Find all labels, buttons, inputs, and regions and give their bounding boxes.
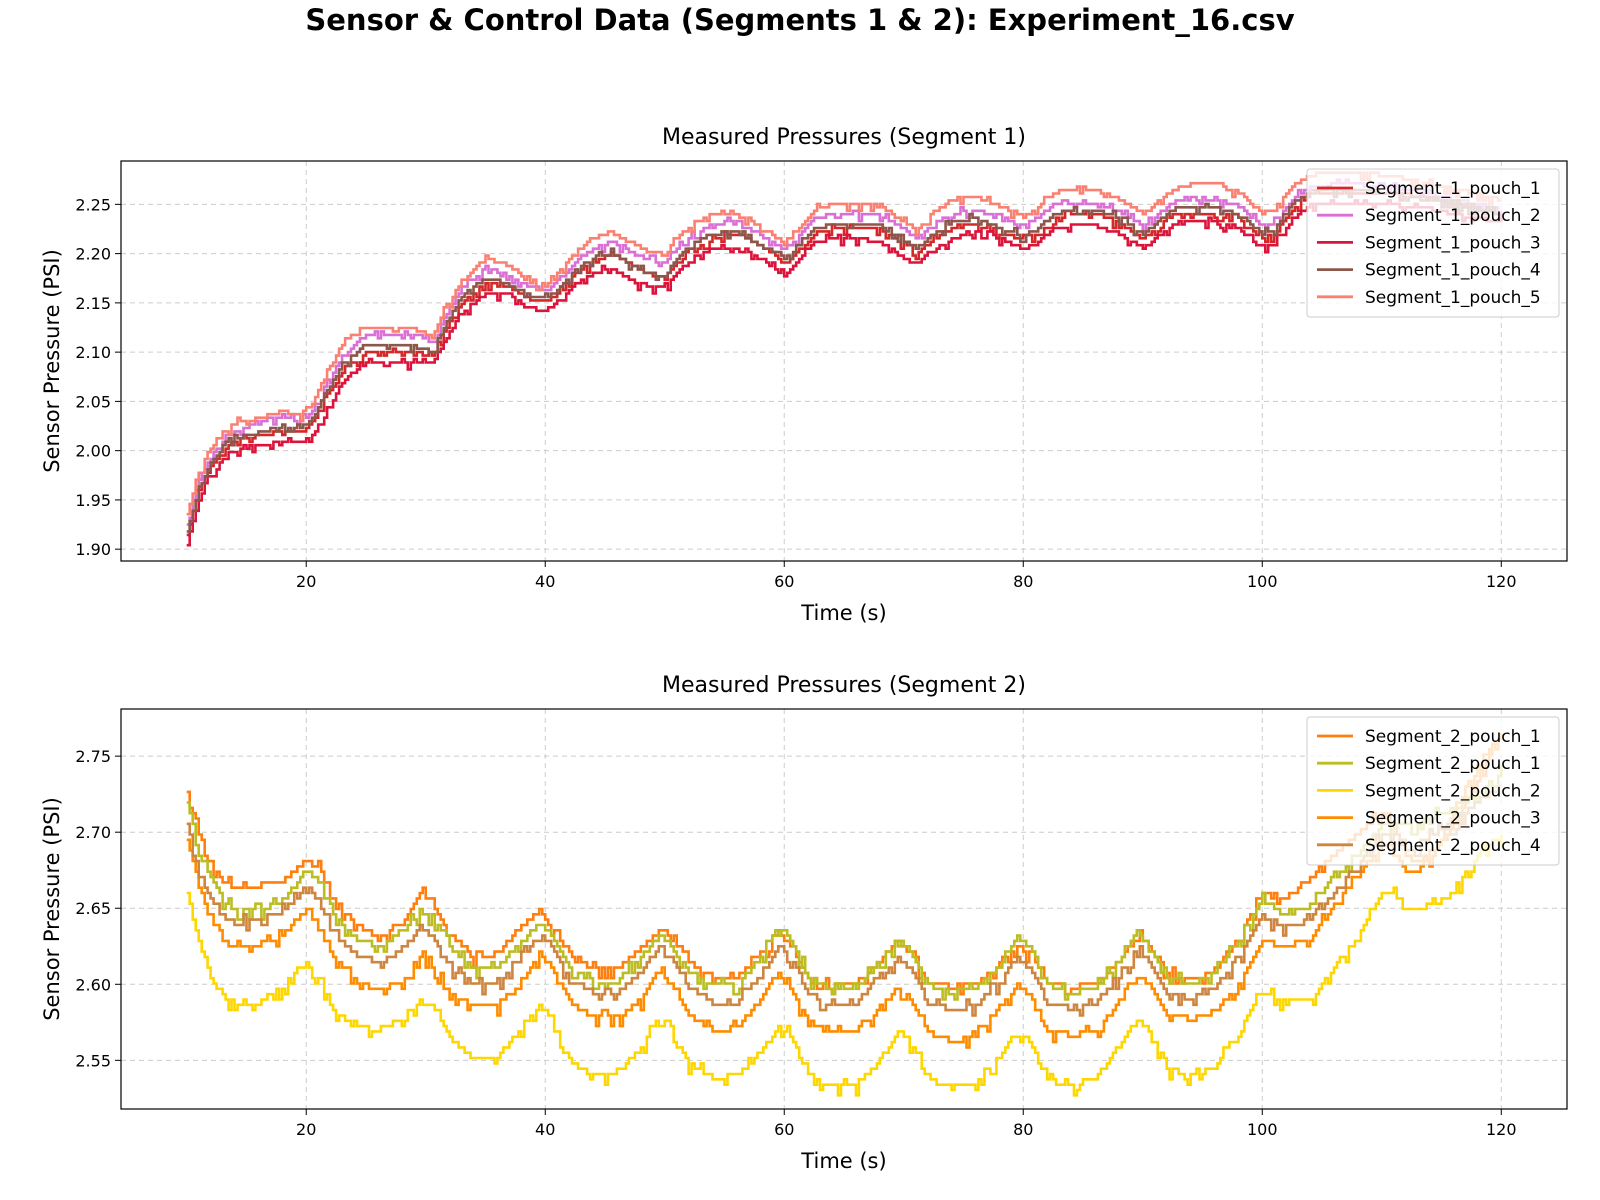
legend-box (1306, 168, 1560, 318)
y-tick-label: 2.60 (75, 975, 111, 994)
subplot-2: Measured Pressures (Segment 2) 20 40 60 80 10… (40, 673, 1568, 1173)
y-tick-label: 2.15 (75, 294, 111, 313)
plot-frame (120, 160, 1568, 562)
series-line-5 (186, 171, 1502, 516)
legend-item: Segment_2_pouch_1 (1317, 754, 1541, 774)
series-group (186, 171, 1503, 547)
series-group (186, 733, 1503, 1097)
series-line-4 (186, 733, 1503, 1049)
series-line-3 (186, 834, 1503, 1097)
x-tick-label: 120 (1486, 572, 1517, 591)
y-tick-label: 2.05 (75, 392, 111, 411)
x-tick-label: 60 (774, 1120, 794, 1139)
y-tick-label: 2.65 (75, 899, 111, 918)
x-tick-label: 120 (1486, 1120, 1517, 1139)
plot-frame (120, 708, 1568, 1110)
x-tick-label: 40 (535, 1120, 555, 1139)
y-tick-label: 2.75 (75, 747, 111, 766)
x-tick-label: 20 (296, 572, 316, 591)
y-tick-label: 1.90 (75, 540, 111, 559)
series-line-5 (186, 785, 1502, 1017)
legend-item: Segment_1_pouch_4 (1317, 261, 1541, 281)
legend-label: Segment_1_pouch_2 (1365, 206, 1541, 226)
legend-label: Segment_2_pouch_1 (1365, 727, 1541, 747)
legend-item: Segment_1_pouch_3 (1317, 233, 1541, 253)
legend-item: Segment_2_pouch_2 (1317, 781, 1541, 801)
y-tick-label: 2.20 (75, 245, 111, 264)
legend-item: Segment_2_pouch_3 (1317, 809, 1541, 829)
y-tick-label: 2.00 (75, 442, 111, 461)
x-tick-label: 20 (296, 1120, 316, 1139)
legend-item: Segment_2_pouch_4 (1317, 836, 1541, 856)
x-tick-label: 100 (1247, 572, 1278, 591)
x-tick-label: 60 (774, 572, 794, 591)
legend-label: Segment_2_pouch_1 (1365, 754, 1541, 774)
y-axis-label: Sensor Pressure (PSI) (40, 249, 64, 473)
y-tick-label: 2.25 (75, 195, 111, 214)
x-axis-label: Time (s) (800, 1149, 886, 1173)
x-axis-label: Time (s) (800, 601, 886, 625)
x-tick-label: 40 (535, 572, 555, 591)
legend-item: Segment_1_pouch_5 (1317, 288, 1541, 308)
x-tick-label: 100 (1247, 1120, 1278, 1139)
subplot-title: Measured Pressures (Segment 2) (662, 673, 1026, 698)
series-line-2 (186, 178, 1503, 526)
legend: Segment_2_pouch_1 Segment_2_pouch_1 Segmen… (1306, 716, 1560, 866)
legend-label: Segment_2_pouch_3 (1365, 809, 1541, 829)
series-line-3 (186, 199, 1503, 547)
legend-box (1306, 716, 1560, 866)
legend-label: Segment_1_pouch_5 (1365, 288, 1541, 308)
legend-label: Segment_1_pouch_4 (1365, 261, 1541, 281)
legend: Segment_1_pouch_1 Segment_1_pouch_2 Segmen… (1306, 168, 1560, 318)
legend-label: Segment_1_pouch_3 (1365, 233, 1541, 253)
legend-label: Segment_1_pouch_1 (1365, 179, 1541, 199)
series-line-1 (186, 733, 1503, 996)
x-tick-label: 80 (1013, 1120, 1033, 1139)
x-tick-label: 80 (1013, 572, 1033, 591)
subplot-1: Measured Pressures (Segment 1) 20 40 60 80 10… (40, 125, 1568, 625)
subplot-title: Measured Pressures (Segment 1) (662, 125, 1026, 150)
y-axis-label: Sensor Pressure (PSI) (40, 797, 64, 1021)
series-line-2 (186, 765, 1503, 1001)
y-tick-label: 2.55 (75, 1051, 111, 1070)
legend-label: Segment_2_pouch_2 (1365, 781, 1541, 801)
y-tick-label: 2.70 (75, 823, 111, 842)
figure-title: Sensor & Control Data (Segments 1 & 2): … (305, 3, 1295, 37)
y-tick-label: 1.95 (75, 491, 111, 510)
legend-label: Segment_2_pouch_4 (1365, 836, 1541, 856)
legend-item: Segment_1_pouch_2 (1317, 206, 1541, 226)
legend-item: Segment_1_pouch_1 (1317, 179, 1541, 199)
y-tick-label: 2.10 (75, 343, 111, 362)
series-line-4 (186, 185, 1502, 533)
legend-item: Segment_2_pouch_1 (1317, 727, 1541, 747)
